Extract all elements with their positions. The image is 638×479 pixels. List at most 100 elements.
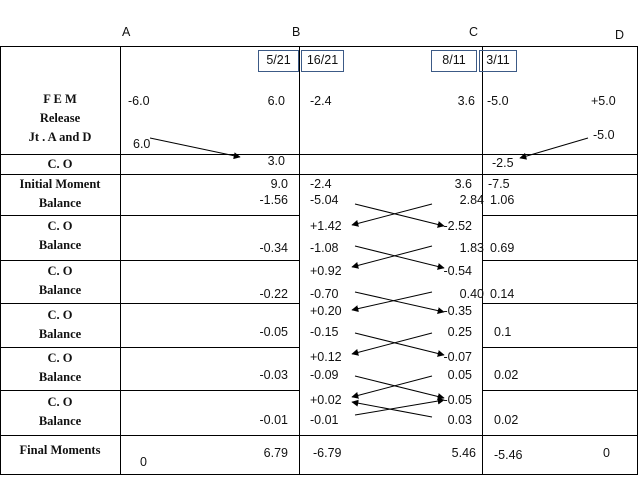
row-label-co-balance: C. O Balance xyxy=(0,306,120,344)
row-label-fem-line2: Release xyxy=(39,111,81,125)
cycle5-bal-b-left: -0.01 xyxy=(259,413,289,427)
arrow-c-to-b xyxy=(351,332,433,356)
cycle5-co-c: -0.05 xyxy=(443,393,473,407)
cycle3-co-c: -0.35 xyxy=(443,304,473,318)
arrow-d-to-c xyxy=(519,137,589,160)
cycle3-bal-b-right: -0.15 xyxy=(310,325,339,339)
cycle4-co-b: +0.12 xyxy=(310,350,342,364)
fem-b-left: 6.0 xyxy=(267,94,285,108)
row-label-balance: Balance xyxy=(38,370,82,384)
row-label-balance: Balance xyxy=(38,283,82,297)
joint-label-d: D xyxy=(615,28,625,42)
final-c-right: -5.46 xyxy=(494,448,523,462)
row-label-co: C. O xyxy=(47,395,73,409)
cycle1-bal-b-left: -0.34 xyxy=(259,241,289,255)
release-a: 6.0 xyxy=(133,137,151,151)
row-label-balance: Balance xyxy=(38,238,82,252)
balance1-b-left: -1.56 xyxy=(259,193,289,207)
arrow-b-to-c xyxy=(354,203,445,228)
cycle5-bal-b-right: -0.01 xyxy=(310,413,339,427)
fem-c-left: 3.6 xyxy=(457,94,475,108)
initial-c-right: -7.5 xyxy=(488,177,510,191)
arrow-c-to-b xyxy=(351,245,433,269)
joint-label-c: C xyxy=(469,25,479,39)
carryover-arrows xyxy=(149,137,589,418)
cycle4-bal-c-left: 0.05 xyxy=(447,368,472,382)
fem-d: +5.0 xyxy=(591,94,616,108)
final-c-left: 5.46 xyxy=(451,446,476,460)
arrow-b-to-c xyxy=(354,245,445,270)
row-label-initial-line1: Initial Moment xyxy=(19,177,101,191)
cycle3-bal-c-right: 0.1 xyxy=(494,325,512,339)
arrow-b-to-c xyxy=(354,332,445,357)
row-label-fem-line3: Jt . A and D xyxy=(28,130,92,144)
cycle4-bal-c-right: 0.02 xyxy=(494,368,519,382)
arrow-c-to-b xyxy=(351,203,433,227)
row-label-co-balance: C. O Balance xyxy=(0,393,120,431)
row-label-fem: F E M Release Jt . A and D xyxy=(0,90,120,147)
arrow-b-to-c xyxy=(354,375,445,400)
arrow-c-to-b xyxy=(351,291,433,313)
cycle5-bal-c-right: 0.02 xyxy=(494,413,519,427)
cycle2-co-c: -0.54 xyxy=(443,264,473,278)
cycle4-bal-b-left: -0.03 xyxy=(259,368,289,382)
balance1-c-left: 2.84 xyxy=(459,193,484,207)
arrow-c-to-b xyxy=(351,375,433,399)
joint-label-a: A xyxy=(122,25,131,39)
joint-label-b: B xyxy=(292,25,301,39)
cycle3-bal-c-left: 0.25 xyxy=(447,325,472,339)
row-label-co: C. O xyxy=(47,219,73,233)
balance1-c-right: 1.06 xyxy=(490,193,515,207)
cycle1-co-b: +1.42 xyxy=(310,219,342,233)
cycle3-co-b: +0.20 xyxy=(310,304,342,318)
row-label-co: C. O xyxy=(47,264,73,278)
row-label-fem-line1: F E M xyxy=(43,92,77,106)
arrow-c-to-b xyxy=(351,399,433,418)
cycle2-bal-b-left: -0.22 xyxy=(259,287,289,301)
row-label-co: C. O xyxy=(47,308,73,322)
cycle2-bal-b-right: -0.70 xyxy=(310,287,339,301)
row-label-co-first: C. O xyxy=(47,157,73,171)
df-box-c-right: 3/11 xyxy=(479,50,517,72)
df-box-c-left: 8/11 xyxy=(431,50,477,72)
final-b-right: -6.79 xyxy=(313,446,342,460)
row-label-balance: Balance xyxy=(38,414,82,428)
initial-b-right: -2.4 xyxy=(310,177,332,191)
row-label-balance: Balance xyxy=(38,327,82,341)
balance1-b-right: -5.04 xyxy=(310,193,339,207)
arrow-b-to-c xyxy=(354,397,445,416)
cycle1-bal-c-left: 1.83 xyxy=(459,241,484,255)
co-first-c-right: -2.5 xyxy=(492,156,514,170)
cycle2-bal-c-left: 0.40 xyxy=(459,287,484,301)
cycle2-co-b: +0.92 xyxy=(310,264,342,278)
row-label-initial: Initial Moment Balance xyxy=(0,175,120,213)
co-first-b-left: 3.0 xyxy=(267,154,285,168)
row-label-co: C. O xyxy=(47,351,73,365)
cycle5-co-b: +0.02 xyxy=(310,393,342,407)
fem-c-right: -5.0 xyxy=(487,94,509,108)
final-b-left: 6.79 xyxy=(263,446,288,460)
final-d: 0 xyxy=(603,446,610,460)
cycle1-bal-b-right: -1.08 xyxy=(310,241,339,255)
row-label-co-balance: C. O Balance xyxy=(0,262,120,300)
row-label-initial-line2: Balance xyxy=(38,196,82,210)
cycle2-bal-c-right: 0.14 xyxy=(490,287,515,301)
cycle3-bal-b-left: -0.05 xyxy=(259,325,289,339)
cycle4-bal-b-right: -0.09 xyxy=(310,368,339,382)
fem-a: -6.0 xyxy=(128,94,150,108)
row-label-co-balance: C. O Balance xyxy=(0,217,120,255)
final-a: 0 xyxy=(140,455,147,469)
row-label-co-balance: C. O Balance xyxy=(0,349,120,387)
fem-b-right: -2.4 xyxy=(310,94,332,108)
cycle5-bal-c-left: 0.03 xyxy=(447,413,472,427)
df-box-b-left: 5/21 xyxy=(258,50,299,72)
cycle1-co-c: -2.52 xyxy=(443,219,473,233)
arrow-b-to-c xyxy=(354,291,445,315)
cycle1-bal-c-right: 0.69 xyxy=(490,241,515,255)
df-box-b-right: 16/21 xyxy=(301,50,344,72)
row-label-final: Final Moments xyxy=(19,443,101,457)
initial-c-left: 3.6 xyxy=(454,177,472,191)
arrow-a-to-b xyxy=(149,137,241,160)
